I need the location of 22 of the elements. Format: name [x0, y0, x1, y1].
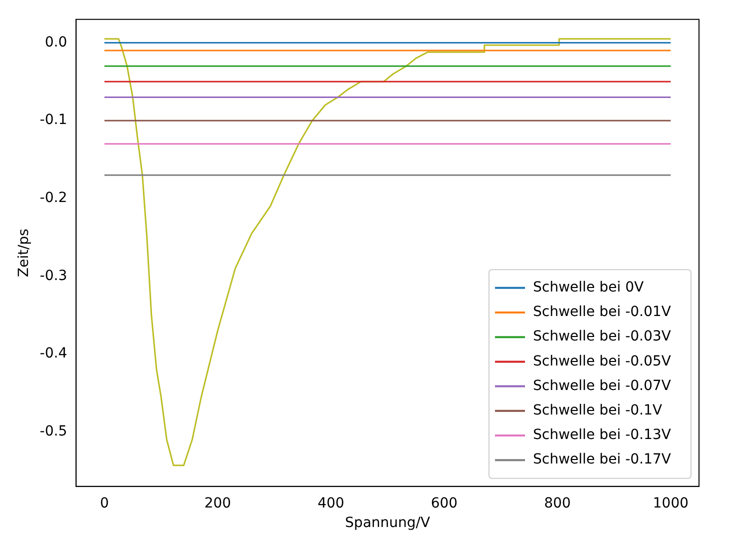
legend-label: Schwelle bei -0.13V	[532, 427, 672, 444]
legend-label: Schwelle bei -0.1V	[532, 402, 663, 419]
y-tick-label: -0.1	[40, 112, 68, 128]
legend-label: Schwelle bei 0V	[532, 280, 644, 296]
x-tick-label: 0	[100, 495, 109, 512]
y-axis-title: Zeit/ps	[16, 228, 32, 278]
y-tick-label: -0.2	[40, 190, 68, 206]
x-tick-label: 600	[430, 495, 458, 512]
x-tick-label: 800	[544, 495, 571, 512]
y-tick-label: 0.0	[44, 34, 68, 50]
y-tick-label: -0.3	[40, 268, 68, 284]
legend-label: Schwelle bei -0.17V	[532, 452, 672, 468]
legend-label: Schwelle bei -0.01V	[532, 304, 672, 320]
legend-label: Schwelle bei -0.03V	[532, 328, 672, 345]
x-tick-label: 200	[204, 495, 232, 512]
x-tick-label: 400	[318, 495, 344, 512]
y-tick-label: -0.4	[40, 346, 68, 362]
legend-label: Schwelle bei -0.05V	[532, 353, 672, 370]
y-tick-label: -0.5	[40, 424, 68, 440]
x-axis-title: Spannung/V	[345, 515, 430, 532]
legend-label: Schwelle bei -0.07V	[532, 378, 672, 394]
x-tick-label: 1000	[652, 495, 689, 512]
